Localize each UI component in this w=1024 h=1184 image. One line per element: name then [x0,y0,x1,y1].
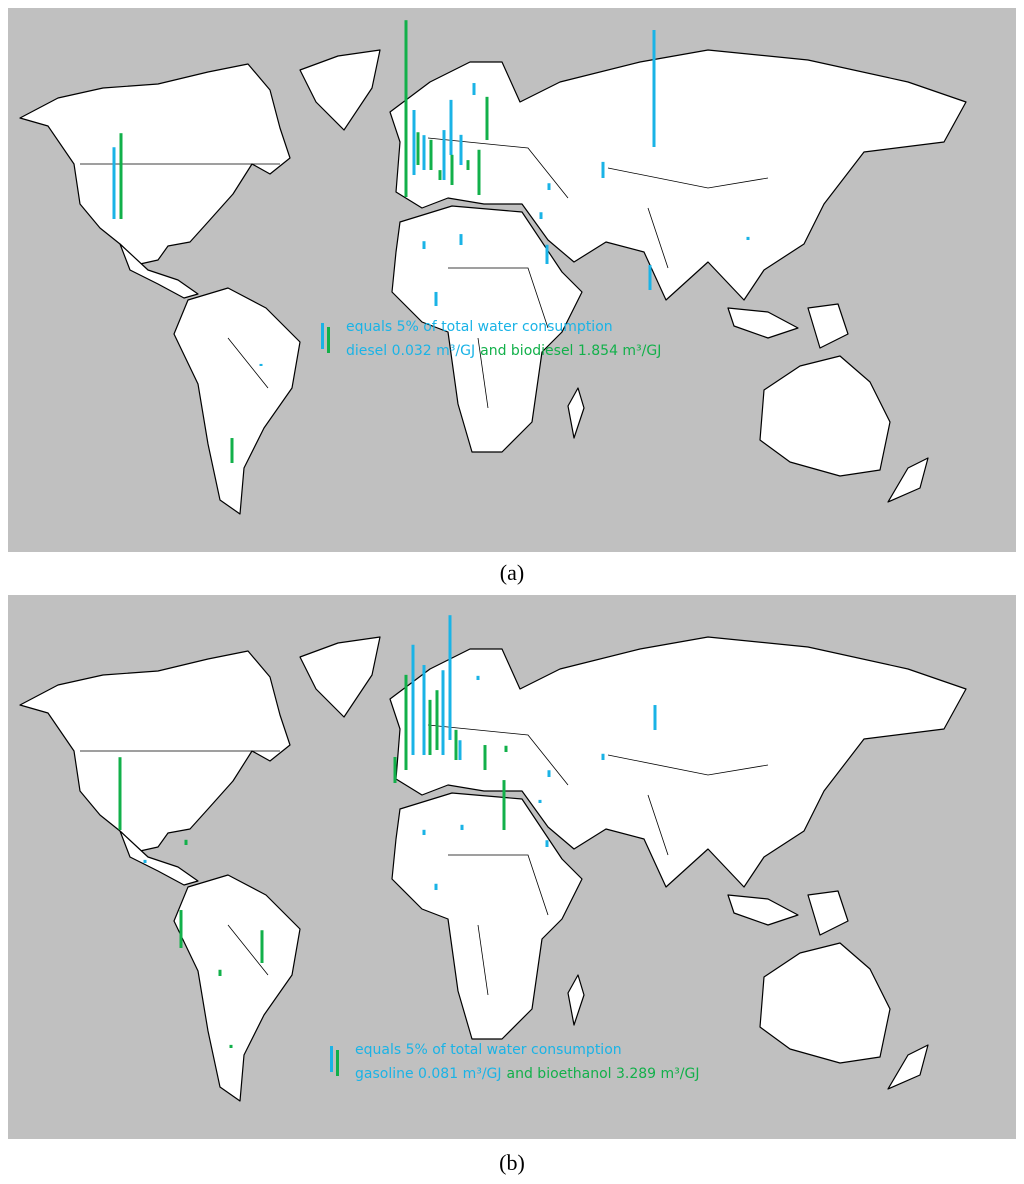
bio-bar [230,438,234,463]
legend-fossil: diesel 0.032 m³/GJ [346,343,475,359]
fossil-bar [441,670,445,755]
fossil-bar [652,30,656,147]
map-panel: equals 5% of total water consumption gaso… [7,594,1017,1140]
fossil-bar [601,161,605,178]
legend-bio: and bioethanol 3.289 m³/GJ [507,1066,700,1082]
bio-bar [438,170,442,180]
bio-bar [504,745,508,752]
fossil-bar [448,615,452,740]
fossil-bar [143,859,147,863]
fossil-bar [412,110,416,175]
fossil-bar [545,840,549,847]
bio-bar [416,132,420,165]
legend-symbol [327,327,330,353]
panel-label: (a) [500,560,524,585]
bio-bar [179,910,183,948]
bio-bar [435,690,439,750]
bio-bar [429,139,433,170]
fossil-bar [458,740,462,760]
legend-symbol [336,1050,339,1076]
bio-bar [483,745,487,770]
legend-text: diesel 0.032 m³/GJ and biodiesel 1.854 m³… [346,343,661,359]
fossil-bar [545,244,549,264]
legend-symbol [330,1046,333,1072]
fossil-bar [442,130,446,180]
fossil-bar [476,675,480,680]
legend-text: equals 5% of total water consumption [346,319,613,335]
fossil-bar [259,363,263,366]
fossil-bar [434,291,438,306]
bio-bar [404,674,408,770]
legend-symbol [321,323,324,349]
legend-text: equals 5% of total water consumption [355,1042,622,1058]
legend-fossil: gasoline 0.081 m³/GJ [355,1066,502,1082]
fossil-bar [459,134,463,165]
fossil-bar [538,799,542,803]
fossil-bar [472,83,476,95]
fossil-bar [648,265,652,290]
bio-bar [184,839,188,845]
bio-bar [485,96,489,140]
fossil-bar [422,665,426,755]
fossil-bar [422,241,426,249]
fossil-bar [539,212,543,219]
bio-bar [218,969,222,976]
fossil-bar [459,234,463,245]
fossil-bar [601,753,605,760]
fossil-bar [422,135,426,170]
fossil-bar [460,824,464,830]
bio-bar [229,1044,233,1048]
fossil-bar [434,883,438,890]
bio-bar [450,154,454,185]
bio-bar [393,757,397,783]
panel-label: (b) [499,1150,525,1175]
fossil-bar [411,644,415,755]
bio-bar [454,729,458,760]
bio-bar [119,133,123,219]
bio-bar [404,20,408,198]
fossil-bar [112,147,116,219]
map-panel: equals 5% of total water consumption dies… [7,7,1017,553]
bio-bar [466,160,470,170]
fossil-bar [449,99,453,155]
bio-bar [428,699,432,755]
legend-bio: and biodiesel 1.854 m³/GJ [480,343,661,359]
bio-bar [502,780,506,830]
fossil-bar [547,183,551,190]
bio-bar [477,149,481,195]
bio-bar [260,930,264,963]
legend-text: gasoline 0.081 m³/GJ and bioethanol 3.289… [355,1066,699,1082]
fossil-bar [422,829,426,835]
fossil-bar [746,236,750,240]
bio-bar [118,757,122,830]
fossil-bar [653,705,657,730]
fossil-bar [547,770,551,777]
